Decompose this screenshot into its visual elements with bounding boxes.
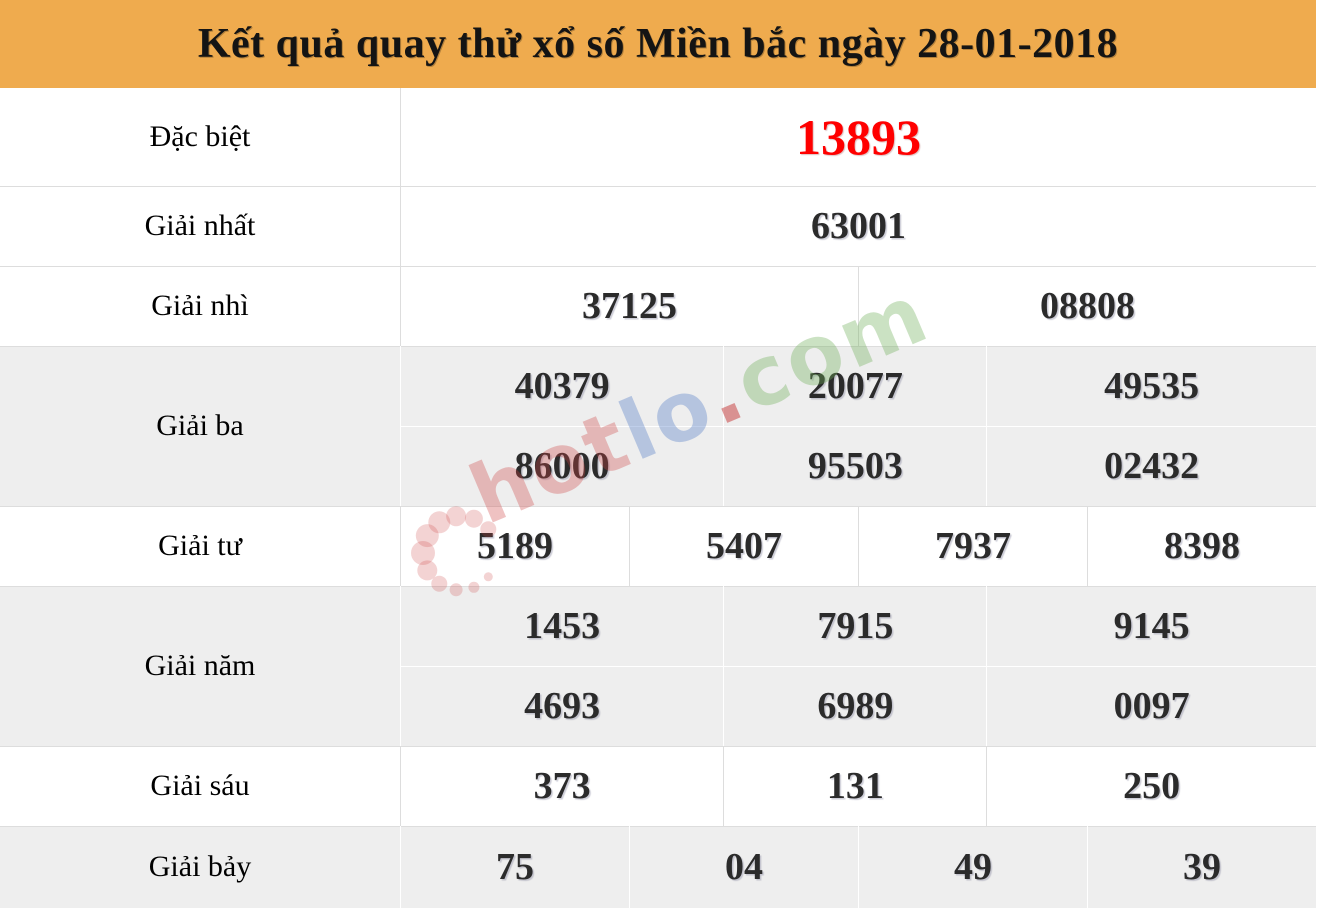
- prize-value: 86000: [514, 445, 610, 488]
- prize-row-giai-ba: Giải ba 40379 20077 49535 86000 95503 02…: [0, 346, 1316, 506]
- prize-value: 63001: [811, 205, 906, 247]
- prize-value: 49: [858, 826, 1087, 908]
- prize-values: 13893: [401, 88, 1316, 186]
- prize-value: 95503: [723, 426, 986, 506]
- prize-subrow: 40379 20077 49535: [401, 346, 1316, 426]
- prize-values: 373 131 250: [401, 746, 1316, 826]
- prize-subrow: 4693 6989 0097: [401, 665, 1316, 746]
- prize-subrow: 1453 7915 9145: [401, 586, 1316, 666]
- prize-value: 1453: [524, 604, 601, 647]
- prize-value: 8398: [1087, 506, 1316, 586]
- prize-values: 1453 7915 9145 4693 6989 0097: [401, 586, 1316, 746]
- prize-value: 49535: [986, 346, 1316, 426]
- board-header: Kết quả quay thử xổ số Miền bắc ngày 28-…: [0, 0, 1316, 88]
- prize-value: 37125: [582, 285, 677, 327]
- prize-value: 7937: [858, 506, 1087, 586]
- prize-subrow: 37125 08808: [401, 266, 1316, 346]
- prize-value: 75: [496, 846, 534, 888]
- prize-row-giai-bay: Giải bảy 75 04 49 39: [0, 826, 1316, 908]
- prize-subrow: 86000 95503 02432: [401, 425, 1316, 506]
- prize-subrow: 75 04 49 39: [401, 826, 1316, 908]
- prize-row-giai-sau: Giải sáu 373 131 250: [0, 746, 1316, 826]
- prize-label-dac-biet: Đặc biệt: [0, 88, 401, 186]
- prize-row-giai-tu: Giải tư 5189 5407 7937 8398: [0, 506, 1316, 586]
- prize-value: 5407: [629, 506, 858, 586]
- prize-value: 4693: [524, 685, 601, 728]
- prize-values: 5189 5407 7937 8398: [401, 506, 1316, 586]
- prize-value: 39: [1087, 826, 1316, 908]
- prize-value: 131: [723, 746, 986, 826]
- prize-subrow: 373 131 250: [401, 746, 1316, 826]
- prize-values: 63001: [401, 186, 1316, 266]
- prize-value-dac-biet: 13893: [796, 109, 921, 165]
- prize-label-giai-nam: Giải năm: [0, 586, 401, 746]
- prize-subrow: 63001: [401, 186, 1316, 266]
- prize-value: 08808: [858, 266, 1316, 346]
- board-title: Kết quả quay thử xổ số Miền bắc ngày 28-…: [197, 21, 1119, 67]
- prize-row-giai-nam: Giải năm 1453 7915 9145 4693 6989 0097: [0, 586, 1316, 746]
- prize-values: 40379 20077 49535 86000 95503 02432: [401, 346, 1316, 506]
- prize-value: 5189: [477, 525, 553, 567]
- prize-value: 6989: [723, 666, 986, 746]
- prize-value: 02432: [986, 426, 1316, 506]
- prize-value: 04: [629, 826, 858, 908]
- prize-label-giai-nhi: Giải nhì: [0, 266, 401, 346]
- prize-subrow: 13893: [401, 88, 1316, 186]
- prize-value: 20077: [723, 346, 986, 426]
- prize-label-giai-tu: Giải tư: [0, 506, 401, 586]
- prize-subrow: 5189 5407 7937 8398: [401, 506, 1316, 586]
- prize-value: 0097: [986, 666, 1316, 746]
- prize-label-giai-sau: Giải sáu: [0, 746, 401, 826]
- prize-value: 40379: [514, 364, 610, 407]
- prize-values: 37125 08808: [401, 266, 1316, 346]
- prize-values: 75 04 49 39: [401, 826, 1316, 908]
- prize-value: 250: [986, 746, 1316, 826]
- prize-label-giai-ba: Giải ba: [0, 346, 401, 506]
- prize-label-giai-bay: Giải bảy: [0, 826, 401, 908]
- prize-row-giai-nhat: Giải nhất 63001: [0, 186, 1316, 266]
- prize-value: 9145: [986, 586, 1316, 666]
- prize-label-giai-nhat: Giải nhất: [0, 186, 401, 266]
- prize-value: 7915: [723, 586, 986, 666]
- prize-row-dac-biet: Đặc biệt 13893: [0, 88, 1316, 186]
- prize-row-giai-nhi: Giải nhì 37125 08808: [0, 266, 1316, 346]
- prize-value: 373: [533, 765, 591, 807]
